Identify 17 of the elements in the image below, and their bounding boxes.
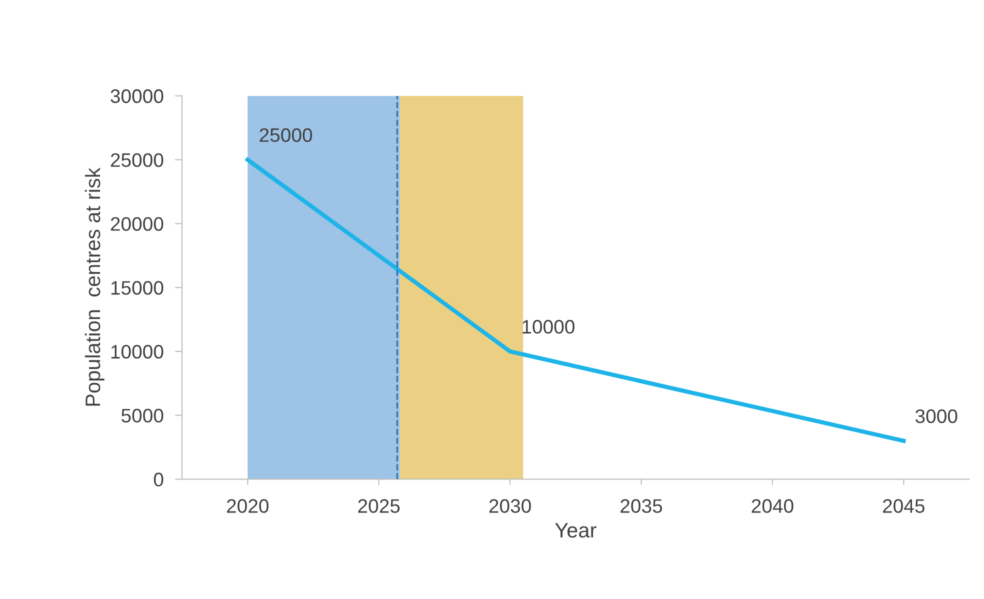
x-tick-label: 2020 [226,499,269,513]
x-tick-label: 2040 [752,499,794,513]
x-axis-title: Year [555,523,596,538]
y-tick-label: 10000 [111,344,164,359]
data-label: 3000 [915,409,958,424]
y-tick-label: 25000 [110,153,164,167]
x-tick-label: 2030 [489,499,531,513]
y-tick-label: 30000 [110,89,164,104]
y-tick-label: 20000 [110,217,164,231]
x-tick-label: 2025 [358,499,400,513]
x-tick-label: 2035 [620,499,662,513]
y-tick-label: 15000 [111,280,164,295]
y-tick-label: 0 [154,472,164,486]
y-tick-label: 5000 [122,408,164,423]
y-axis-title: Population centres at risk [84,168,104,406]
x-tick-label: 2045 [882,499,924,513]
data-label: 25000 [260,128,312,142]
